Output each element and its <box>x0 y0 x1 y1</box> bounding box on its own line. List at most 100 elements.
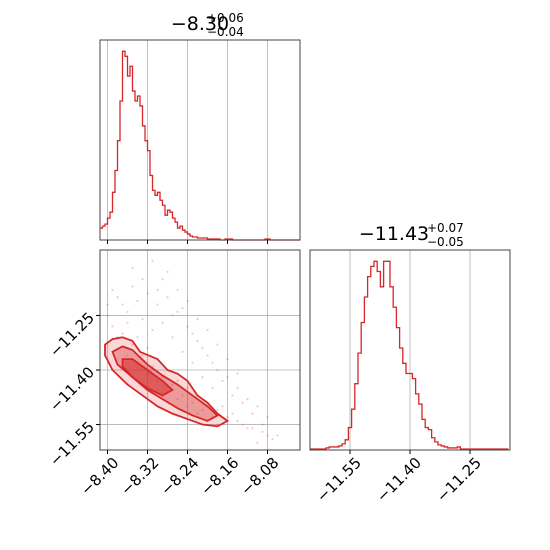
scatter-contour-outer <box>104 336 230 428</box>
scatter-point-50 <box>106 314 109 317</box>
scatter-point-83 <box>136 336 139 339</box>
scatter-point-65 <box>166 270 169 273</box>
scatter-y-tick-label-0: −11.25 <box>46 309 98 361</box>
scatter-point-63 <box>256 441 259 444</box>
scatter-point-27 <box>251 427 254 430</box>
scatter-point-77 <box>141 277 144 281</box>
scatter-point-0 <box>106 303 109 306</box>
scatter-point-84 <box>146 347 149 350</box>
scatter-point-53 <box>126 354 129 357</box>
histogram-2-title-sub: −0.05 <box>427 235 464 249</box>
scatter-x-tick-label-0: −8.40 <box>77 454 122 499</box>
histogram-1-step-line <box>100 50 300 241</box>
scatter-point-37 <box>216 343 219 346</box>
scatter-point-42 <box>141 354 144 357</box>
scatter-point-25 <box>231 412 234 415</box>
scatter-point-15 <box>276 434 279 437</box>
scatter-point-47 <box>191 401 194 404</box>
scatter-x-tick-label-1: −8.32 <box>117 454 162 499</box>
scatter-point-32 <box>146 292 149 295</box>
scatter-point-91 <box>216 408 219 412</box>
scatter-x-ticks: −8.40−8.32−8.24−8.16−8.08 <box>77 450 282 499</box>
scatter-point-93 <box>236 419 239 423</box>
scatter-point-64 <box>151 259 154 263</box>
scatter-point-82 <box>126 321 129 324</box>
scatter-point-71 <box>221 379 224 383</box>
scatter-point-92 <box>226 416 229 419</box>
scatter-point-10 <box>226 376 229 379</box>
scatter-x-tick-label-4: −8.08 <box>237 454 282 499</box>
scatter-x-tick-label-3: −8.16 <box>197 454 242 499</box>
scatter-point-19 <box>171 336 174 339</box>
histogram-1-ticks <box>107 240 268 244</box>
scatter-point-35 <box>196 317 199 321</box>
scatter-point-76 <box>131 267 134 270</box>
scatter-point-46 <box>181 394 184 397</box>
scatter-point-80 <box>111 288 114 292</box>
scatter-point-16 <box>141 317 144 321</box>
scatter-point-34 <box>176 288 179 292</box>
histogram-1-title-sup: +0.06 <box>207 11 244 25</box>
scatter-point-22 <box>201 376 204 379</box>
scatter-y-ticks: −11.25−11.40−11.55 <box>46 309 100 470</box>
scatter-point-69 <box>201 347 204 350</box>
scatter-point-94 <box>246 427 249 430</box>
scatter-point-74 <box>251 412 254 415</box>
scatter-point-70 <box>211 361 214 364</box>
scatter-point-33 <box>161 277 164 281</box>
scatter-point-59 <box>186 405 189 408</box>
scatter-point-6 <box>186 325 189 328</box>
histogram-1-title-sub: −0.04 <box>207 25 244 39</box>
scatter-point-95 <box>266 434 269 437</box>
scatter-point-68 <box>191 332 194 335</box>
scatter-point-5 <box>176 310 179 313</box>
scatter-point-38 <box>226 357 229 361</box>
histogram-2-ticks: −11.55 −11.40 −11.25 <box>313 450 485 506</box>
scatter-point-30 <box>126 310 129 313</box>
scatter-point-81 <box>121 303 124 306</box>
scatter-point-29 <box>271 437 274 441</box>
scatter-point-28 <box>261 430 264 433</box>
scatter-point-13 <box>256 405 259 408</box>
histogram-1-title: −8.30 <box>171 13 229 35</box>
scatter-x-tick-label-2: −8.24 <box>157 454 202 499</box>
scatter-y-tick-label-2: −11.55 <box>46 418 98 470</box>
scatter-point-24 <box>221 405 224 408</box>
scatter-point-45 <box>171 383 174 386</box>
histogram-panel-top-left: −8.30 +0.06 −0.04 <box>99 11 301 244</box>
scatter-point-66 <box>181 307 184 310</box>
scatter-point-87 <box>176 379 179 383</box>
scatter-point-75 <box>261 423 264 426</box>
scatter-point-2 <box>131 285 134 288</box>
scatter-point-39 <box>236 372 239 375</box>
scatter-point-9 <box>216 368 219 372</box>
scatter-point-26 <box>241 423 244 426</box>
scatter-point-4 <box>166 296 169 299</box>
scatter-contour-inner <box>121 358 175 397</box>
scatter-point-12 <box>246 397 249 401</box>
scatter-point-14 <box>266 416 269 419</box>
scatter-point-36 <box>206 328 209 332</box>
scatter-point-48 <box>201 408 204 412</box>
scatter-contours <box>104 336 230 428</box>
scatter-point-11 <box>236 387 239 390</box>
histogram-2-step-line <box>310 260 509 450</box>
histogram-1-frame <box>99 39 301 241</box>
histogram-2-title: −11.43 <box>359 223 429 245</box>
histogram-2-title-main: −11.43 <box>359 223 429 245</box>
histogram-2-tick-label-1: −11.40 <box>373 454 425 506</box>
scatter-point-1 <box>116 296 119 299</box>
histogram-2-tick-label-0: −11.55 <box>313 454 365 506</box>
histogram-1-grid <box>107 40 268 240</box>
scatter-point-51 <box>111 325 114 328</box>
scatter-point-21 <box>191 361 194 364</box>
histogram-1-title-main: −8.30 <box>171 13 229 35</box>
scatter-panel-bottom-left: −8.40−8.32−8.24−8.16−8.08 −11.25−11.40−1… <box>46 249 301 499</box>
scatter-point-7 <box>196 339 199 343</box>
scatter-y-tick-label-1: −11.40 <box>46 363 98 415</box>
scatter-point-18 <box>161 321 164 324</box>
histogram-2-title-sup: +0.07 <box>427 221 464 235</box>
scatter-point-58 <box>176 397 179 401</box>
scatter-point-73 <box>241 401 244 404</box>
